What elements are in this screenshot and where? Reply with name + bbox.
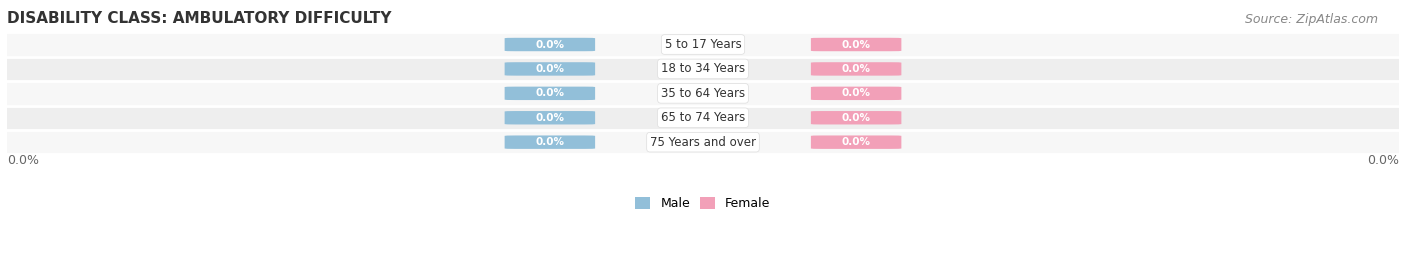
Text: 65 to 74 Years: 65 to 74 Years xyxy=(661,111,745,124)
Text: 75 Years and over: 75 Years and over xyxy=(650,136,756,149)
Bar xyxy=(7,57,1399,81)
Legend: Male, Female: Male, Female xyxy=(630,192,776,215)
Text: 0.0%: 0.0% xyxy=(842,113,870,123)
Bar xyxy=(7,32,1399,57)
Text: 0.0%: 0.0% xyxy=(842,137,870,147)
Text: 0.0%: 0.0% xyxy=(842,88,870,98)
Text: Source: ZipAtlas.com: Source: ZipAtlas.com xyxy=(1244,13,1378,26)
FancyBboxPatch shape xyxy=(505,136,595,149)
FancyBboxPatch shape xyxy=(811,62,901,76)
Bar xyxy=(7,130,1399,154)
FancyBboxPatch shape xyxy=(811,38,901,51)
FancyBboxPatch shape xyxy=(811,87,901,100)
Text: 0.0%: 0.0% xyxy=(536,40,564,49)
Text: 0.0%: 0.0% xyxy=(536,64,564,74)
FancyBboxPatch shape xyxy=(811,136,901,149)
Bar xyxy=(7,105,1399,130)
FancyBboxPatch shape xyxy=(505,87,595,100)
FancyBboxPatch shape xyxy=(811,111,901,125)
Text: 0.0%: 0.0% xyxy=(536,137,564,147)
Text: DISABILITY CLASS: AMBULATORY DIFFICULTY: DISABILITY CLASS: AMBULATORY DIFFICULTY xyxy=(7,11,391,26)
Text: 35 to 64 Years: 35 to 64 Years xyxy=(661,87,745,100)
Text: 0.0%: 0.0% xyxy=(842,64,870,74)
Text: 0.0%: 0.0% xyxy=(536,88,564,98)
FancyBboxPatch shape xyxy=(505,111,595,125)
Text: 0.0%: 0.0% xyxy=(1367,154,1399,167)
Text: 5 to 17 Years: 5 to 17 Years xyxy=(665,38,741,51)
FancyBboxPatch shape xyxy=(505,38,595,51)
FancyBboxPatch shape xyxy=(505,62,595,76)
Text: 0.0%: 0.0% xyxy=(842,40,870,49)
Bar xyxy=(7,81,1399,105)
Text: 0.0%: 0.0% xyxy=(536,113,564,123)
Text: 18 to 34 Years: 18 to 34 Years xyxy=(661,62,745,75)
Text: 0.0%: 0.0% xyxy=(7,154,39,167)
